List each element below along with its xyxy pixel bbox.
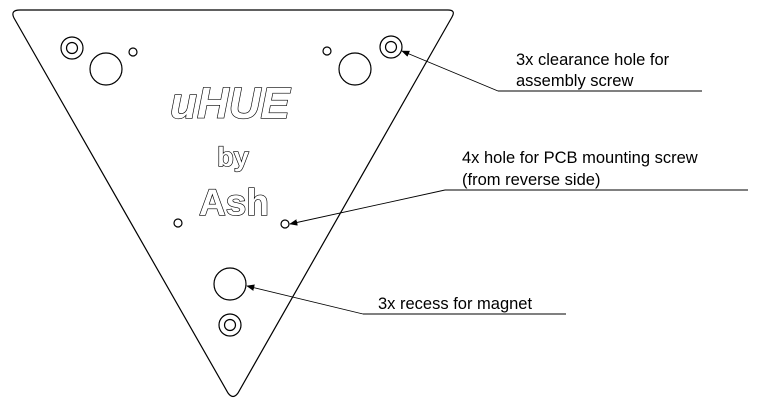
magnet-recess-right <box>338 52 372 86</box>
engraving-by: by <box>217 142 249 172</box>
callout-clearance: 3x clearance hole for assembly screw <box>401 50 702 92</box>
callout-magnet: 3x recess for magnet <box>246 284 566 315</box>
callout-magnet-line1: 3x recess for magnet <box>378 295 532 313</box>
clearance-hole-top-right <box>379 35 403 59</box>
callout-pcb-line1: 4x hole for PCB mounting screw <box>462 149 698 167</box>
callout-clearance-line2: assembly screw <box>516 72 633 90</box>
magnet-recess-bottom <box>213 267 247 301</box>
engraving-title: uHUE <box>170 79 291 128</box>
clearance-hole-top-left <box>60 36 84 60</box>
pcb-hole-left <box>173 218 183 228</box>
magnet-recess-left <box>89 52 123 86</box>
callout-clearance-line1: 3x clearance hole for <box>516 51 670 69</box>
plate-outline <box>12 9 454 398</box>
clearance-hole-bottom <box>218 313 242 337</box>
engraving-author: Ash <box>199 182 269 223</box>
pcb-hole-top-right <box>322 46 332 56</box>
callout-pcb-line2: (from reverse side) <box>462 171 600 189</box>
pcb-hole-top-left <box>128 47 138 57</box>
pcb-hole-right <box>280 219 290 229</box>
callout-pcb: 4x hole for PCB mounting screw (from rev… <box>289 149 748 226</box>
